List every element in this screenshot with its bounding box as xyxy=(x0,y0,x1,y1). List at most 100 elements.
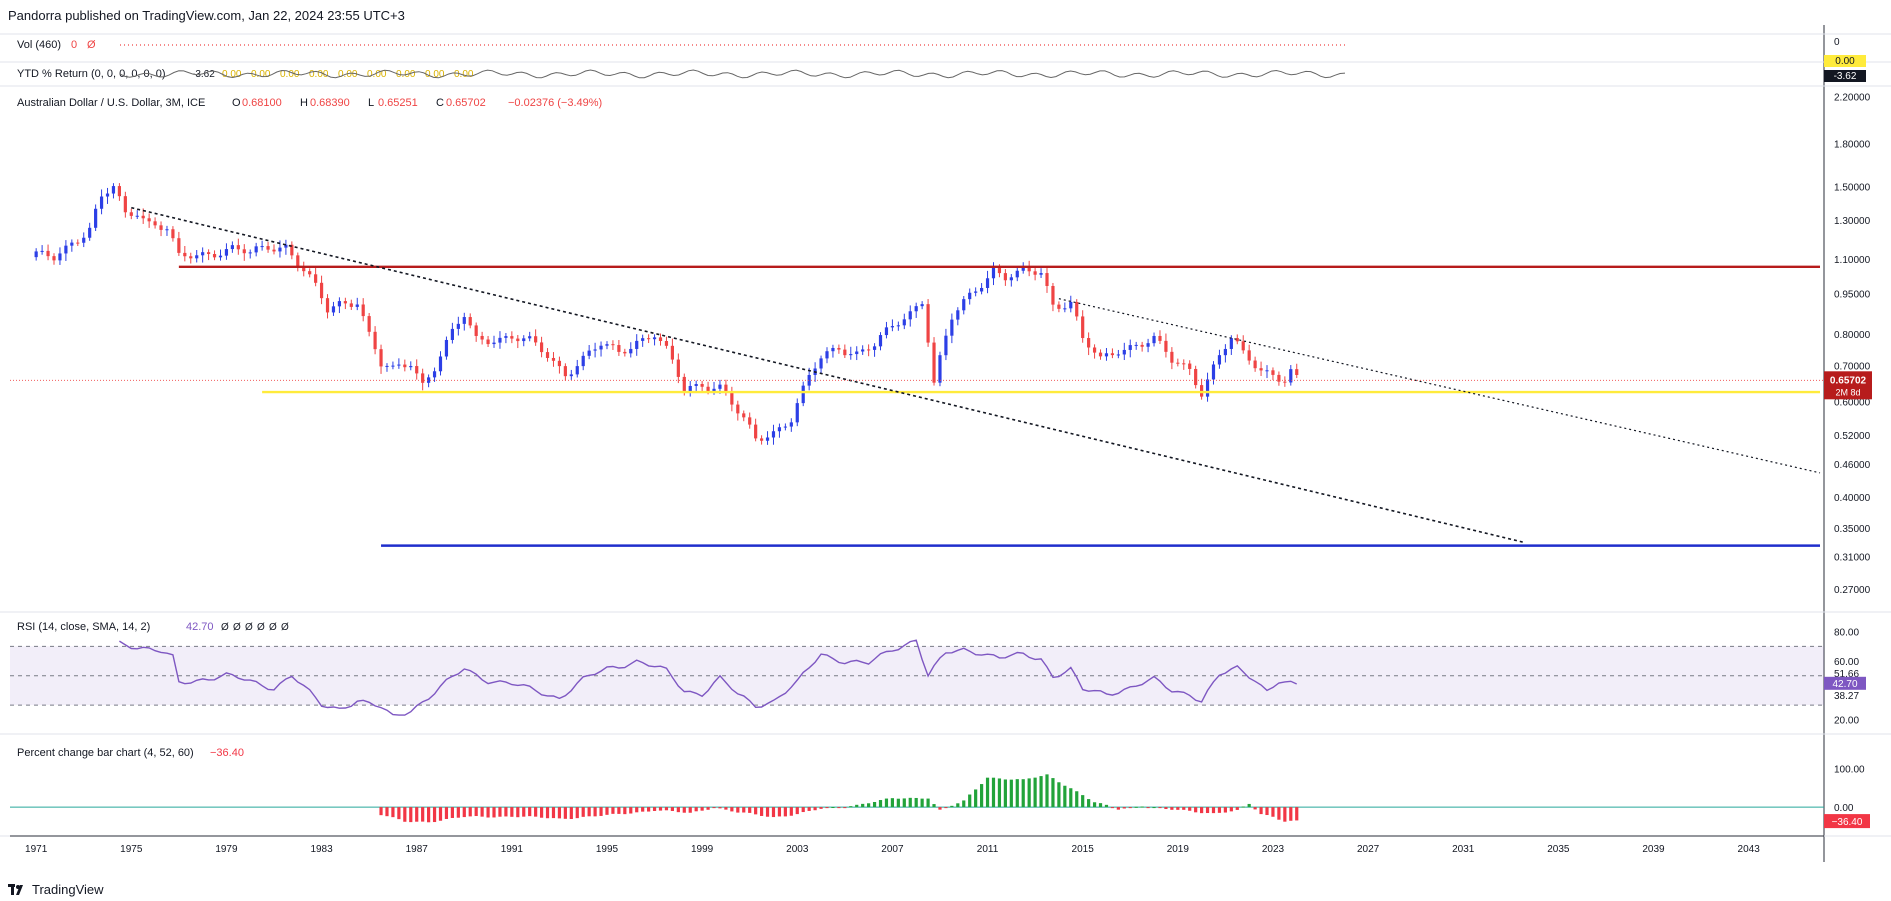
price-candle-body xyxy=(183,252,187,257)
percent-change-bar xyxy=(700,807,704,811)
percent-legend-title: Percent change bar chart (4, 52, 60) xyxy=(17,747,194,759)
tradingview-logo-icon xyxy=(8,883,23,895)
percent-change-bar xyxy=(1140,806,1144,808)
percent-change-bar xyxy=(421,807,425,822)
percent-change-bar xyxy=(397,807,401,820)
volume-legend-title: Vol (460) xyxy=(17,39,61,51)
ohlc-key-h: H xyxy=(300,97,308,109)
percent-change-bar xyxy=(914,797,918,808)
percent-change-bar xyxy=(855,804,859,808)
ytd-axis-dark-label: -3.62 xyxy=(1834,71,1857,82)
rsi-legend-na: Ø xyxy=(281,622,289,633)
percent-change-bar xyxy=(587,807,591,817)
price-candle-body xyxy=(1289,369,1293,383)
price-candle-body xyxy=(1015,270,1019,278)
time-axis-tick: 2023 xyxy=(1262,844,1285,855)
percent-change-bar xyxy=(843,807,847,809)
price-candle-body xyxy=(141,215,145,219)
percent-change-bar xyxy=(1289,807,1293,821)
percent-change-bar xyxy=(1152,807,1156,809)
percent-change-bar xyxy=(878,800,883,808)
price-candle-body xyxy=(706,386,710,392)
price-candle-body xyxy=(884,327,889,336)
percent-change-bar xyxy=(504,807,508,817)
price-candle-body xyxy=(688,385,692,392)
price-axis-tick: 1.10000 xyxy=(1834,255,1871,266)
price-candle-body xyxy=(635,340,639,349)
price-candle-body xyxy=(837,347,841,350)
percent-change-bar xyxy=(1194,807,1198,813)
price-candle-body xyxy=(248,252,252,254)
price-candle-body xyxy=(468,317,472,326)
price-candle-body xyxy=(355,304,359,307)
price-candle-body xyxy=(801,385,805,404)
price-candle-body xyxy=(165,229,169,231)
ytd-series-line xyxy=(119,69,1346,79)
price-candle-body xyxy=(694,384,698,386)
percent-change-bar xyxy=(1200,807,1204,814)
price-candle-body xyxy=(950,319,954,336)
volume-axis-label: 0 xyxy=(1834,37,1840,48)
percent-last-badge xyxy=(1824,814,1870,829)
percent-change-bar xyxy=(545,807,550,819)
price-candle-body xyxy=(504,336,508,338)
price-candle-body xyxy=(843,349,847,356)
percent-change-bar xyxy=(902,798,906,808)
percent-change-bar xyxy=(1075,791,1079,808)
time-axis-tick: 1999 xyxy=(691,844,714,855)
percent-change-bar xyxy=(736,807,740,813)
price-candle-body xyxy=(254,246,258,253)
price-candle-body xyxy=(1027,267,1031,272)
price-candle-body xyxy=(968,292,972,300)
price-candle-body xyxy=(123,196,127,213)
price-candle-body xyxy=(1116,354,1120,356)
percent-change-bar xyxy=(783,807,787,817)
price-candle-body xyxy=(1063,308,1067,310)
percent-change-bar xyxy=(563,807,567,819)
percent-change-bar xyxy=(1027,778,1031,808)
price-candle-body xyxy=(569,374,573,377)
price-candle-body xyxy=(99,196,104,209)
rsi-line xyxy=(119,639,1297,716)
price-candle-body xyxy=(1158,335,1162,341)
price-candle-body xyxy=(260,246,264,248)
price-candle-body xyxy=(230,245,234,250)
price-candle-body xyxy=(1146,343,1150,347)
percent-change-bar xyxy=(748,807,752,813)
price-candle-body xyxy=(938,355,942,383)
percent-change-bar xyxy=(498,807,502,817)
ytd-legend-value: 0.00 xyxy=(251,69,271,80)
price-candle-body xyxy=(545,352,550,358)
price-candle-body xyxy=(997,267,1002,274)
percent-change-bar xyxy=(528,807,532,817)
price-candle-body xyxy=(581,355,585,367)
time-axis-tick: 1983 xyxy=(310,844,333,855)
percent-change-bar xyxy=(813,807,817,811)
percent-change-bar xyxy=(997,778,1002,808)
price-candle-body xyxy=(34,251,38,258)
time-axis-tick: 1995 xyxy=(596,844,619,855)
rsi-legend-na: Ø xyxy=(233,622,241,633)
percent-change-bar xyxy=(379,807,383,816)
price-candle-body xyxy=(623,351,627,354)
price-candle-body xyxy=(962,299,966,311)
percent-change-bar xyxy=(611,807,615,814)
footer[interactable]: TradingView xyxy=(8,882,104,897)
time-axis-tick: 2019 xyxy=(1167,844,1190,855)
percent-change-bar xyxy=(1158,807,1162,809)
price-candle-body xyxy=(1128,345,1132,350)
price-candle-body xyxy=(52,256,56,261)
percent-change-bar xyxy=(872,801,877,808)
price-candle-body xyxy=(474,325,478,336)
price-candle-body xyxy=(46,250,50,257)
percent-change-bar xyxy=(623,807,627,815)
price-candle-body xyxy=(652,337,657,340)
price-candle-body xyxy=(908,311,912,320)
ohlc-value-l: 0.65251 xyxy=(378,97,418,109)
price-candle-body xyxy=(272,249,276,252)
price-candle-body xyxy=(1205,379,1210,397)
percent-change-bar xyxy=(754,807,758,815)
price-axis-tick: 0.52000 xyxy=(1834,431,1871,442)
price-candle-body xyxy=(831,347,835,352)
percent-change-bar xyxy=(1170,807,1174,810)
